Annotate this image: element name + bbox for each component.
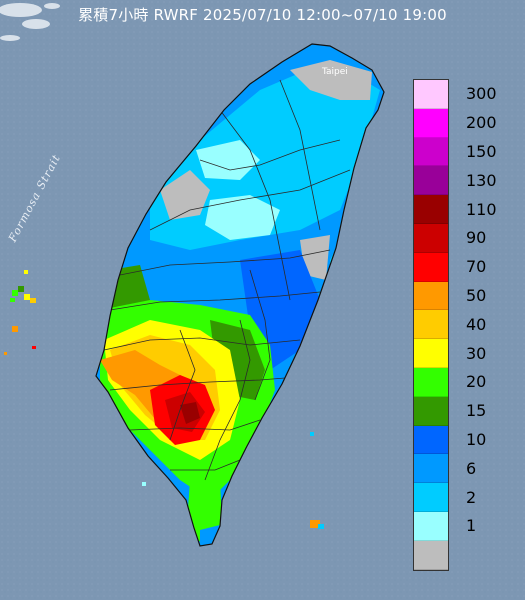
legend-swatch <box>414 540 448 570</box>
legend-label: 2 <box>466 487 477 507</box>
offshore-echoes <box>4 270 324 529</box>
legend-swatch <box>414 166 448 196</box>
legend-label: 20 <box>466 372 487 392</box>
taiwan-coastline <box>95 43 385 547</box>
legend-label: 15 <box>466 401 487 421</box>
legend-swatch <box>414 108 448 138</box>
legend-label: 1 <box>466 516 477 536</box>
legend-label: 10 <box>466 430 487 449</box>
legend-swatch <box>414 310 448 340</box>
legend-label: 50 <box>466 286 487 305</box>
legend-label: 130 <box>466 170 497 190</box>
legend-label: 200 <box>466 113 497 133</box>
rainfall-legend <box>413 79 449 571</box>
legend-label: 90 <box>466 228 487 248</box>
legend-swatch <box>414 195 448 224</box>
legend-label: 300 <box>466 84 497 104</box>
legend-label: 30 <box>466 343 487 363</box>
legend-swatch <box>414 223 448 253</box>
legend-swatch <box>414 425 448 455</box>
legend-label: 6 <box>466 458 477 478</box>
county-boundaries <box>103 79 351 481</box>
legend-label: 110 <box>466 199 497 219</box>
city-label-taipei: Taipei <box>322 67 348 77</box>
legend-label: 70 <box>466 257 487 277</box>
legend-swatch <box>414 281 448 311</box>
legend-swatch <box>414 396 448 426</box>
legend-swatch <box>414 80 448 109</box>
legend-swatch <box>414 454 448 484</box>
legend-label: 150 <box>466 142 497 161</box>
legend-swatch <box>414 252 448 282</box>
sea-clouds <box>0 3 60 41</box>
legend-swatch <box>414 511 448 541</box>
legend-label: 40 <box>466 314 487 334</box>
legend-swatch <box>414 339 448 368</box>
legend-swatch <box>414 137 448 167</box>
map-title: 累積7小時 RWRF 2025/07/10 12:00~07/10 19:00 <box>78 6 447 24</box>
legend-swatch <box>414 367 448 397</box>
legend-swatch <box>414 483 448 512</box>
